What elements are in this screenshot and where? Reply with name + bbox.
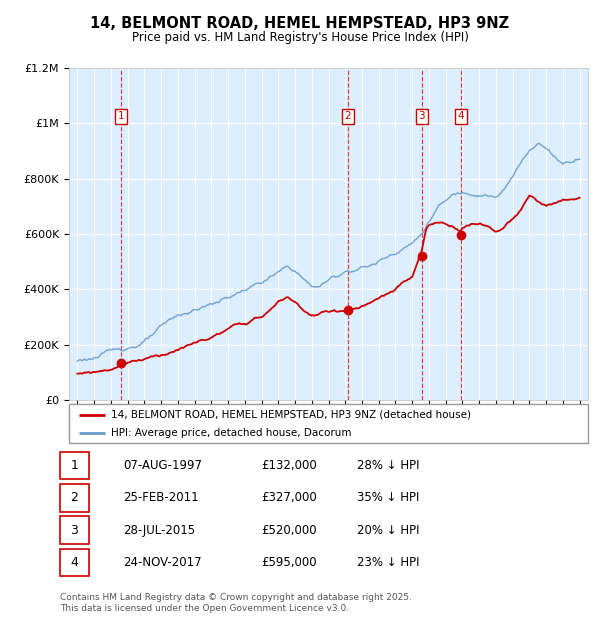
Text: 3: 3 bbox=[70, 524, 79, 536]
Text: £520,000: £520,000 bbox=[261, 524, 317, 536]
Text: 24-NOV-2017: 24-NOV-2017 bbox=[123, 556, 202, 569]
Text: 4: 4 bbox=[457, 112, 464, 122]
Text: 14, BELMONT ROAD, HEMEL HEMPSTEAD, HP3 9NZ: 14, BELMONT ROAD, HEMEL HEMPSTEAD, HP3 9… bbox=[91, 16, 509, 31]
Text: 23% ↓ HPI: 23% ↓ HPI bbox=[357, 556, 419, 569]
Text: 28% ↓ HPI: 28% ↓ HPI bbox=[357, 459, 419, 472]
Text: 1: 1 bbox=[70, 459, 79, 472]
Text: 3: 3 bbox=[418, 112, 425, 122]
Text: £595,000: £595,000 bbox=[261, 556, 317, 569]
Text: £327,000: £327,000 bbox=[261, 492, 317, 504]
Text: 4: 4 bbox=[70, 556, 79, 569]
Text: HPI: Average price, detached house, Dacorum: HPI: Average price, detached house, Daco… bbox=[110, 428, 351, 438]
Text: £132,000: £132,000 bbox=[261, 459, 317, 472]
Text: 14, BELMONT ROAD, HEMEL HEMPSTEAD, HP3 9NZ (detached house): 14, BELMONT ROAD, HEMEL HEMPSTEAD, HP3 9… bbox=[110, 410, 470, 420]
Text: 07-AUG-1997: 07-AUG-1997 bbox=[123, 459, 202, 472]
Text: Price paid vs. HM Land Registry's House Price Index (HPI): Price paid vs. HM Land Registry's House … bbox=[131, 31, 469, 43]
Text: 2: 2 bbox=[344, 112, 351, 122]
Text: 35% ↓ HPI: 35% ↓ HPI bbox=[357, 492, 419, 504]
Text: Contains HM Land Registry data © Crown copyright and database right 2025.
This d: Contains HM Land Registry data © Crown c… bbox=[60, 593, 412, 613]
Text: 1: 1 bbox=[118, 112, 124, 122]
Text: 20% ↓ HPI: 20% ↓ HPI bbox=[357, 524, 419, 536]
Text: 2: 2 bbox=[70, 492, 79, 504]
Text: 25-FEB-2011: 25-FEB-2011 bbox=[123, 492, 199, 504]
Text: 28-JUL-2015: 28-JUL-2015 bbox=[123, 524, 195, 536]
FancyBboxPatch shape bbox=[69, 404, 588, 443]
